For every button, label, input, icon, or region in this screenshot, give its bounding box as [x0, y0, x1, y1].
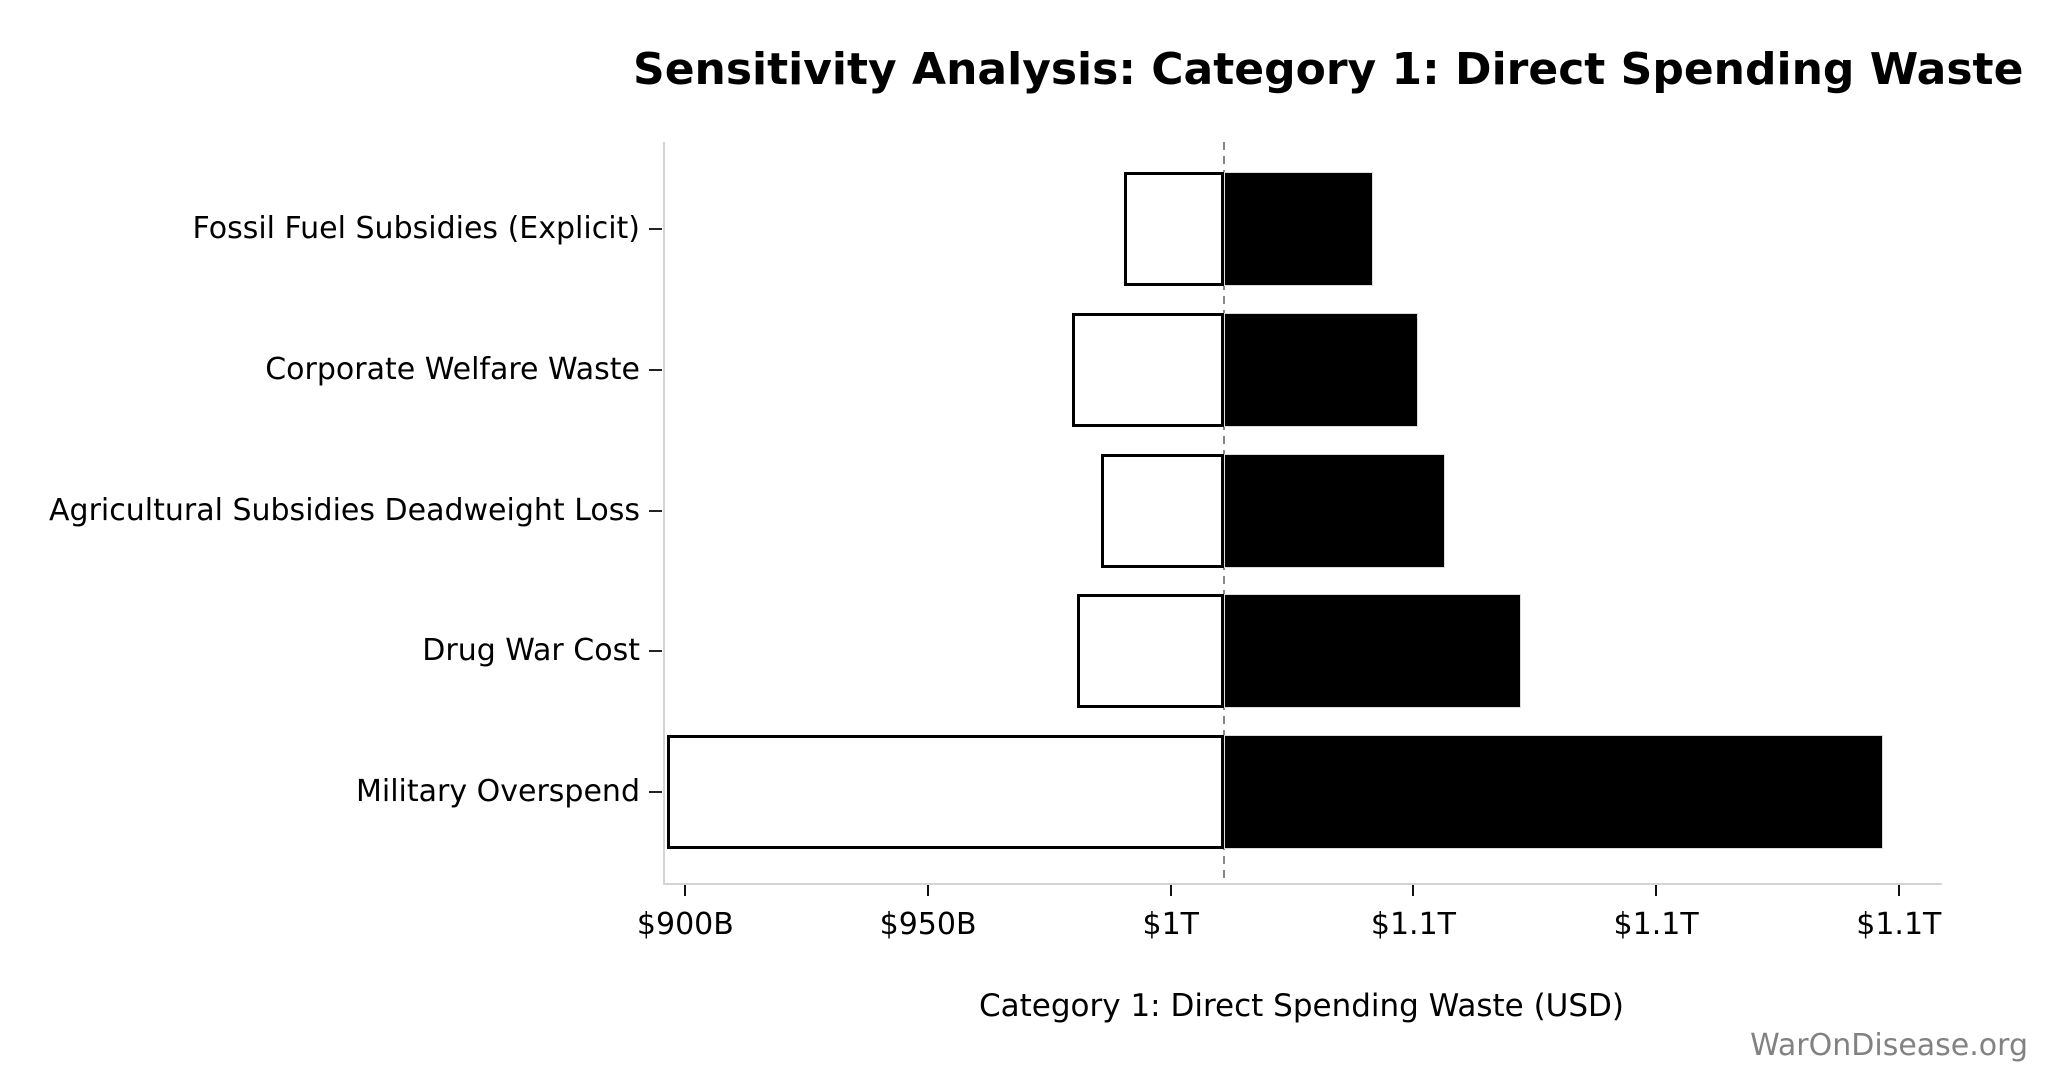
x-tick-label: $1.1T: [1370, 907, 1456, 942]
chart-title: Sensitivity Analysis: Category 1: Direct…: [633, 44, 2024, 95]
bar-high-segment: [1224, 735, 1883, 849]
x-axis-tick: [1897, 885, 1900, 896]
bar-low-segment: [667, 735, 1225, 849]
x-tick-label: $1T: [1142, 907, 1200, 942]
y-axis-tick: [649, 650, 662, 653]
x-axis-label: Category 1: Direct Spending Waste (USD): [978, 988, 1625, 1024]
bar-low-segment: [1101, 453, 1225, 568]
y-axis-tick: [649, 228, 662, 230]
x-axis-tick: [684, 885, 687, 896]
category-label: Agricultural Subsidies Deadweight Loss: [49, 492, 640, 528]
x-axis-tick: [1655, 885, 1658, 896]
category-label: Fossil Fuel Subsidies (Explicit): [192, 211, 640, 246]
category-label: Drug War Cost: [422, 633, 640, 669]
x-tick-label: $1.1T: [1856, 907, 1942, 942]
x-tick-label: $900B: [636, 907, 734, 942]
bar-high-segment: [1224, 594, 1522, 709]
bar-high-segment: [1224, 312, 1418, 427]
y-axis-tick: [649, 509, 662, 512]
bar-high-segment: [1224, 453, 1446, 568]
x-axis-tick: [1169, 885, 1172, 896]
x-axis-tick: [1412, 885, 1415, 896]
category-label: Military Overspend: [355, 774, 640, 809]
bar-high-segment: [1224, 172, 1373, 286]
x-axis-tick: [927, 885, 930, 896]
y-axis-tick: [649, 368, 662, 371]
x-tick-label: $950B: [879, 907, 977, 942]
category-label: Corporate Welfare Waste: [265, 351, 640, 387]
watermark-text: WarOnDisease.org: [1750, 1028, 2028, 1063]
y-axis-tick: [649, 791, 662, 793]
x-tick-label: $1.1T: [1613, 907, 1699, 942]
bar-low-segment: [1076, 594, 1225, 709]
bar-low-segment: [1124, 172, 1225, 286]
bar-low-segment: [1071, 312, 1225, 427]
plot-area: Fossil Fuel Subsidies (Explicit) Corporat…: [49, 142, 1942, 942]
